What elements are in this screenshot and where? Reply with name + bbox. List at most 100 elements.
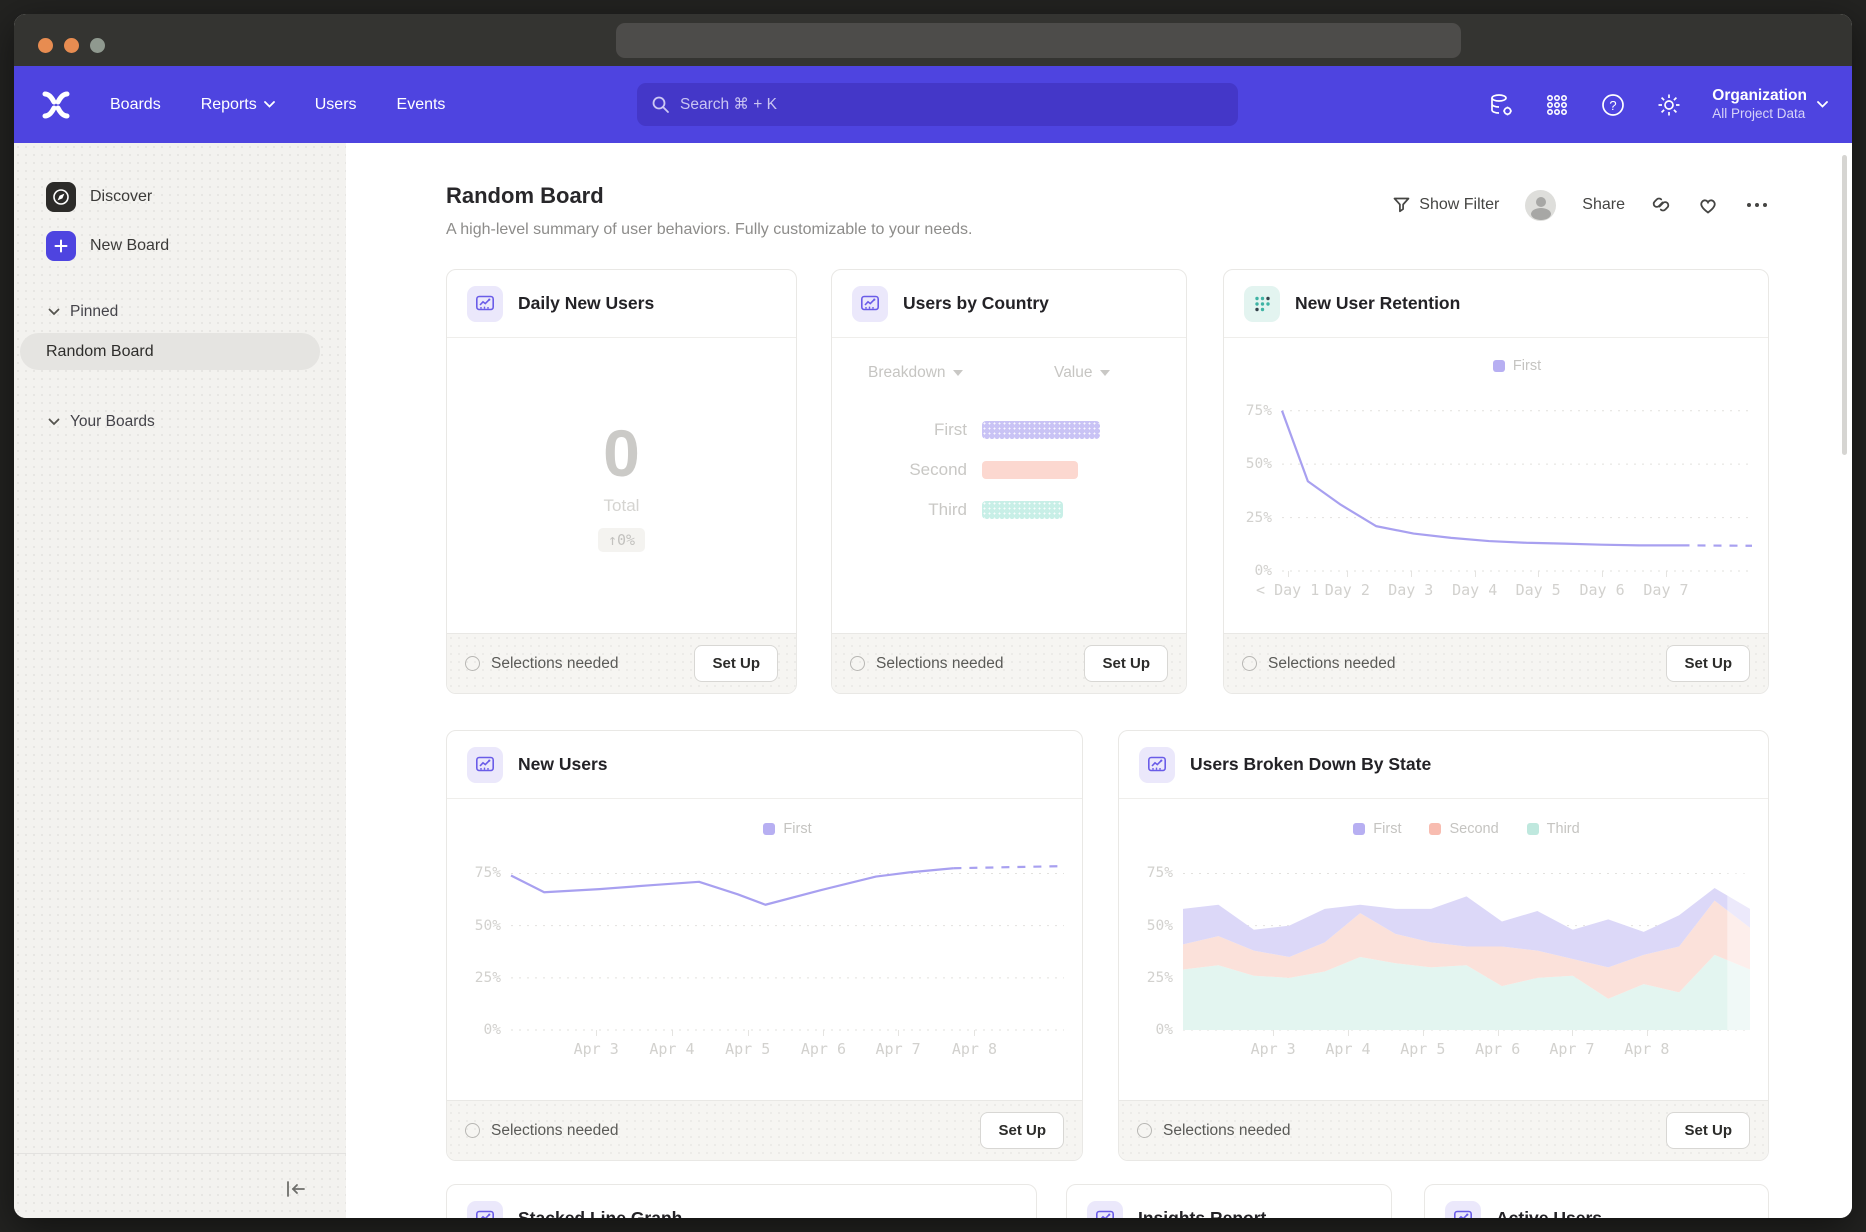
line-chart-icon [467, 747, 503, 783]
card-users-by-state: Users Broken Down By State FirstSecondTh… [1118, 730, 1769, 1161]
favorite-heart-icon[interactable] [1697, 195, 1719, 215]
nav-item-boards[interactable]: Boards [110, 96, 161, 114]
line-chart-icon [467, 286, 503, 322]
chevron-down-icon [953, 370, 963, 376]
bar-label: First [832, 420, 982, 440]
chart-legend: First [511, 821, 1064, 837]
apps-grid-icon[interactable] [1544, 92, 1570, 118]
bar[interactable] [982, 421, 1100, 439]
legend-swatch [1493, 360, 1505, 372]
line-chart-icon [467, 1201, 503, 1219]
legend-item[interactable]: First [763, 821, 811, 837]
legend-item[interactable]: Second [1429, 821, 1498, 837]
status-text: Selections needed [491, 1122, 619, 1140]
sidebar-item-discover[interactable]: Discover [14, 177, 346, 217]
card-body: 0 Total ↑0% [447, 338, 796, 633]
sidebar-section-pinned[interactable]: Pinned [14, 295, 346, 329]
scrollbar-thumb[interactable] [1842, 155, 1847, 455]
address-bar[interactable] [616, 23, 1461, 58]
card-new-users: New Users First75%50%25%0%Apr 3Apr 4Apr … [446, 730, 1083, 1161]
compass-icon [46, 182, 76, 212]
legend-item[interactable]: Third [1527, 821, 1580, 837]
sidebar-item-random-board[interactable]: Random Board [20, 333, 320, 370]
card-header: Insights Report [1067, 1185, 1391, 1218]
card-stacked-line-graph: Stacked Line Graph [446, 1184, 1037, 1218]
share-button[interactable]: Share [1582, 196, 1625, 214]
bar-row: Third [832, 490, 1186, 530]
status-text: Selections needed [1163, 1122, 1291, 1140]
chevron-down-icon [264, 101, 275, 108]
browser-window: Boards Reports Users Events Search ⌘ + K [14, 14, 1852, 1218]
card-title: Users Broken Down By State [1190, 754, 1431, 775]
legend-item[interactable]: First [1493, 358, 1541, 374]
chart-svg [511, 863, 1064, 1030]
status-text: Selections needed [876, 655, 1004, 673]
org-project-scope: All Project Data [1712, 106, 1807, 123]
set-up-button[interactable]: Set Up [1666, 645, 1750, 682]
card-new-user-retention: New User Retention First75%50%25%0%< Day… [1223, 269, 1769, 694]
set-up-button[interactable]: Set Up [694, 645, 778, 682]
copy-link-icon[interactable] [1651, 195, 1671, 215]
search-input[interactable]: Search ⌘ + K [637, 83, 1238, 126]
legend-swatch [1429, 823, 1441, 835]
line-chart-icon [1139, 747, 1175, 783]
retention-line-chart: First75%50%25%0%< Day 1Day 2Day 3Day 4Da… [1282, 400, 1752, 571]
show-filter-button[interactable]: Show Filter [1393, 196, 1499, 214]
set-up-button[interactable]: Set Up [1666, 1112, 1750, 1149]
legend-item[interactable]: First [1353, 821, 1401, 837]
y-axis-labels: 75%50%25%0% [1127, 863, 1173, 1030]
sidebar-item-new-board[interactable]: New Board [14, 226, 346, 266]
chart-svg [1282, 400, 1752, 571]
avatar[interactable] [1525, 190, 1556, 221]
x-axis-labels: < Day 1Day 2Day 3Day 4Day 5Day 6Day 7 [1282, 571, 1752, 607]
metric-delta-badge: ↑0% [598, 528, 645, 552]
svg-text:?: ? [1610, 98, 1617, 113]
breakdown-dropdown[interactable]: Breakdown [868, 364, 963, 382]
chevron-down-icon [48, 308, 60, 316]
bar-label: Third [832, 500, 982, 520]
card-title: Stacked Line Graph [518, 1208, 682, 1218]
card-insights-report: Insights Report [1066, 1184, 1392, 1218]
nav-item-users[interactable]: Users [315, 96, 357, 114]
status-ring-icon [850, 656, 865, 671]
nav-item-events[interactable]: Events [397, 96, 446, 114]
card-title: New User Retention [1295, 293, 1460, 314]
help-icon[interactable]: ? [1600, 92, 1626, 118]
org-switcher[interactable]: Organization All Project Data [1712, 86, 1828, 122]
sidebar-footer-divider [14, 1153, 346, 1154]
card-header: Active Users [1425, 1185, 1768, 1218]
card-active-users: Active Users [1424, 1184, 1769, 1218]
card-header: New User Retention [1224, 270, 1768, 338]
settings-gear-icon[interactable] [1656, 92, 1682, 118]
more-options-icon[interactable] [1745, 201, 1769, 209]
status-ring-icon [465, 1123, 480, 1138]
set-up-button[interactable]: Set Up [1084, 645, 1168, 682]
stacked-area-chart: FirstSecondThird75%50%25%0%Apr 3Apr 4Apr… [1183, 863, 1750, 1030]
plus-icon [46, 231, 76, 261]
search-placeholder: Search ⌘ + K [680, 95, 777, 114]
chevron-down-icon [48, 418, 60, 426]
minimize-window-button[interactable] [64, 38, 79, 53]
primary-nav: Boards Reports Users Events [110, 66, 445, 143]
zoom-window-button[interactable] [90, 38, 105, 53]
card-title: Insights Report [1138, 1208, 1266, 1218]
card-header: Users Broken Down By State [1119, 731, 1768, 799]
mixpanel-logo[interactable] [40, 90, 72, 120]
card-header: Users by Country [832, 270, 1186, 338]
value-dropdown[interactable]: Value [1054, 364, 1110, 382]
set-up-button[interactable]: Set Up [980, 1112, 1064, 1149]
sidebar: Discover New Board Pinned Random Board Y… [14, 143, 346, 1218]
bar[interactable] [982, 501, 1063, 519]
sidebar-section-your-boards[interactable]: Your Boards [14, 405, 346, 439]
card-daily-new-users: Daily New Users 0 Total ↑0% Selections n… [446, 269, 797, 694]
collapse-sidebar-icon[interactable] [282, 1175, 310, 1203]
board-content: Random Board A high-level summary of use… [346, 143, 1852, 1218]
bar[interactable] [982, 461, 1078, 479]
nav-item-reports[interactable]: Reports [201, 96, 275, 114]
card-footer: Selections needed Set Up [1119, 1100, 1768, 1160]
close-window-button[interactable] [38, 38, 53, 53]
card-body: First75%50%25%0%Apr 3Apr 4Apr 5Apr 6Apr … [447, 799, 1082, 1100]
x-axis-labels: Apr 3Apr 4Apr 5Apr 6Apr 7Apr 8 [1183, 1030, 1750, 1066]
line-chart-icon [1445, 1201, 1481, 1219]
data-settings-icon[interactable] [1488, 92, 1514, 118]
